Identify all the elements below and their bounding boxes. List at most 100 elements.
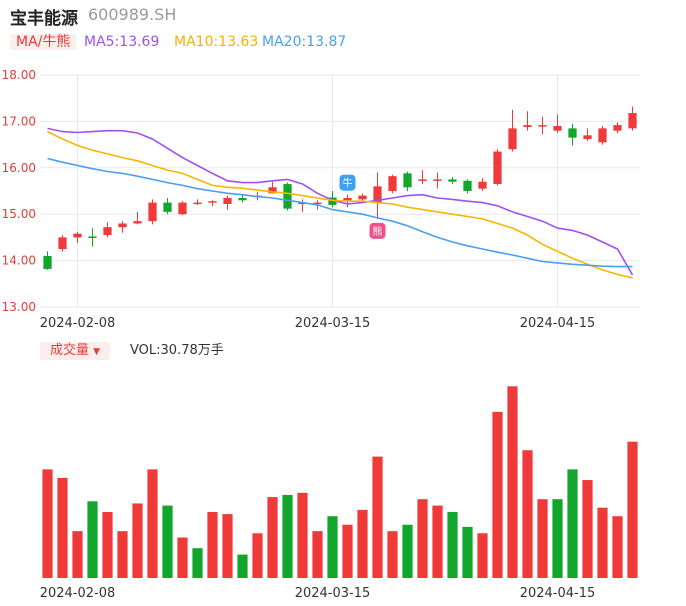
candle-body bbox=[628, 113, 637, 129]
volume-bar bbox=[612, 516, 623, 578]
ma5-legend: MA5:13.69 bbox=[84, 34, 160, 50]
candle-body bbox=[373, 186, 382, 203]
ma10-legend: MA10:13.63 bbox=[174, 34, 259, 50]
volume-label: 成交量 bbox=[50, 343, 90, 358]
candle-body bbox=[103, 227, 112, 236]
price-date-tick-label: 2024-03-15 bbox=[295, 316, 371, 331]
volume-bar bbox=[177, 537, 188, 578]
candle-body bbox=[328, 197, 337, 205]
candle-body bbox=[403, 173, 412, 188]
volume-bar bbox=[552, 499, 563, 578]
candle-body bbox=[463, 180, 472, 191]
price-tick-label: 18.00 bbox=[2, 68, 36, 82]
volume-bar bbox=[627, 441, 638, 578]
ma10-line bbox=[47, 130, 633, 279]
candle-body bbox=[508, 128, 517, 150]
volume-date-tick-label: 2024-03-15 bbox=[295, 586, 371, 601]
volume-bar bbox=[327, 516, 338, 578]
candle-body bbox=[313, 202, 322, 205]
volume-bar bbox=[72, 531, 83, 578]
bear-marker bbox=[369, 222, 386, 239]
volume-bar bbox=[282, 494, 293, 578]
price-tick-label: 13.00 bbox=[2, 300, 36, 314]
chevron-down-icon: ▼ bbox=[93, 347, 101, 357]
volume-bar bbox=[117, 531, 128, 578]
volume-bar bbox=[297, 492, 308, 578]
price-date-tick-label: 2024-02-08 bbox=[40, 316, 116, 331]
volume-bar bbox=[372, 456, 383, 578]
volume-bar bbox=[447, 511, 458, 578]
candle-body bbox=[433, 179, 442, 181]
volume-bar bbox=[432, 505, 443, 578]
volume-date-tick-label: 2024-02-08 bbox=[40, 586, 116, 601]
candle-body bbox=[358, 195, 367, 200]
candle-body bbox=[418, 179, 427, 181]
volume-bar bbox=[402, 524, 413, 578]
volume-date-tick-label: 2024-04-15 bbox=[520, 586, 596, 601]
candle-body bbox=[583, 135, 592, 140]
price-tick-label: 14.00 bbox=[2, 254, 36, 268]
price-tick-label: 17.00 bbox=[2, 114, 36, 128]
candle-body bbox=[163, 202, 172, 212]
candle-body bbox=[118, 223, 127, 228]
volume-bar bbox=[252, 533, 263, 578]
candle-body bbox=[388, 176, 397, 191]
candle-body bbox=[283, 184, 292, 209]
volume-bar bbox=[507, 386, 518, 578]
volume-bar bbox=[192, 548, 203, 578]
volume-bar bbox=[132, 503, 143, 578]
volume-bar bbox=[42, 469, 53, 578]
ma-mode-badge[interactable]: MA/牛熊 bbox=[10, 30, 77, 54]
candle-body bbox=[478, 181, 487, 189]
volume-bar bbox=[492, 411, 503, 578]
candle-body bbox=[148, 202, 157, 222]
volume-bar bbox=[102, 511, 113, 578]
candle-body bbox=[133, 221, 142, 224]
candle-body bbox=[238, 197, 247, 201]
candle-body bbox=[598, 128, 607, 143]
candle-body bbox=[568, 128, 577, 138]
bull-marker bbox=[339, 174, 356, 191]
volume-bar bbox=[477, 533, 488, 578]
candle-body bbox=[208, 201, 217, 203]
volume-badge[interactable]: 成交量 ▼ bbox=[40, 342, 111, 360]
candle-body bbox=[493, 151, 502, 185]
ma-mode-label[interactable]: MA/牛熊 bbox=[10, 34, 77, 50]
candle-body bbox=[343, 197, 352, 201]
candle-body bbox=[448, 179, 457, 182]
candle-body bbox=[223, 197, 232, 204]
candle-body bbox=[178, 202, 187, 215]
volume-bar bbox=[417, 499, 428, 578]
price-tick-label: 15.00 bbox=[2, 207, 36, 221]
volume-bar bbox=[267, 497, 278, 578]
volume-bar bbox=[342, 524, 353, 578]
candle-body bbox=[538, 125, 547, 127]
volume-bar bbox=[582, 480, 593, 578]
volume-bar bbox=[87, 501, 98, 578]
ma5-line bbox=[47, 127, 634, 276]
candle-body bbox=[43, 255, 52, 269]
ma20-line bbox=[47, 157, 633, 268]
candle-body bbox=[73, 233, 82, 238]
volume-value: VOL:30.78万手 bbox=[130, 343, 224, 358]
volume-bar bbox=[312, 531, 323, 578]
candle-body bbox=[523, 125, 532, 127]
volume-bar bbox=[207, 511, 218, 578]
volume-bar bbox=[222, 514, 233, 578]
price-date-tick-label: 2024-04-15 bbox=[520, 316, 596, 331]
volume-bar bbox=[237, 554, 248, 578]
volume-bar bbox=[597, 507, 608, 578]
volume-bar bbox=[162, 505, 173, 578]
candle-body bbox=[553, 126, 562, 131]
volume-bar bbox=[567, 469, 578, 578]
ma20-legend: MA20:13.87 bbox=[262, 34, 347, 50]
volume-bar bbox=[462, 526, 473, 578]
bear-marker-label: 熊 bbox=[373, 225, 383, 238]
volume-bar bbox=[57, 477, 68, 578]
bull-marker-label: 牛 bbox=[343, 177, 353, 190]
volume-bar bbox=[147, 469, 158, 578]
stock-code: 600989.SH bbox=[88, 5, 177, 24]
volume-bar bbox=[537, 499, 548, 578]
volume-bar bbox=[522, 450, 533, 578]
